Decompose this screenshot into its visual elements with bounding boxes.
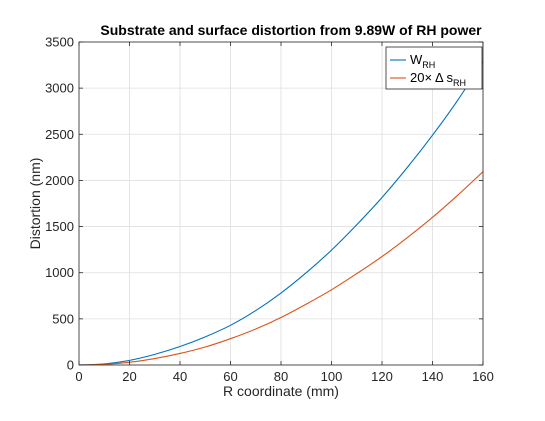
chart-title: Substrate and surface distortion from 9.… [100, 22, 482, 38]
x-axis-title: R coordinate (mm) [223, 383, 339, 399]
axis-ticks: 0 20 40 60 80 100 120 140 160 0 500 1000 1500 2000 250… [45, 35, 494, 385]
y-tick-label: 0 [67, 358, 74, 373]
x-tick-label: 100 [321, 369, 343, 384]
legend-label-text: 20× Δ s [410, 70, 454, 85]
series-layer [79, 61, 483, 365]
y-axis-title: Distortion (nm) [27, 158, 43, 250]
legend-box [385, 46, 483, 90]
x-tick-label: 60 [223, 369, 237, 384]
y-tick-label: 3500 [45, 35, 74, 50]
y-tick-label: 1000 [45, 265, 74, 280]
series-line-2 [79, 171, 483, 365]
legend-label-1: WRH [410, 52, 435, 70]
x-tick-label: 80 [274, 369, 288, 384]
series-line-1 [79, 61, 483, 365]
legend-label-2: 20× Δ sRH [410, 70, 466, 88]
x-tick-label: 120 [371, 369, 393, 384]
y-tick-label: 500 [52, 311, 74, 326]
y-tick-label: 3000 [45, 81, 74, 96]
y-tick-label: 2500 [45, 127, 74, 142]
x-tick-label: 0 [75, 369, 82, 384]
legend-label-subscript: RH [453, 78, 466, 88]
legend-label-text: W [410, 52, 423, 67]
y-tick-label: 1500 [45, 219, 74, 234]
x-tick-label: 140 [422, 369, 444, 384]
y-tick-label: 2000 [45, 173, 74, 188]
x-tick-label: 160 [472, 369, 494, 384]
legend-label-subscript: RH [422, 60, 435, 70]
x-tick-label: 40 [173, 369, 187, 384]
x-tick-label: 20 [122, 369, 136, 384]
